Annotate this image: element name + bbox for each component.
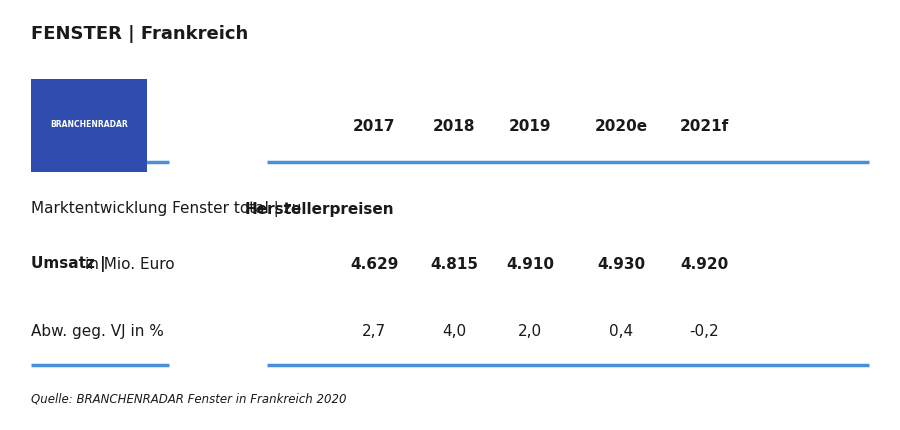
Text: BRANCHENRADAR: BRANCHENRADAR bbox=[50, 120, 128, 129]
Text: in Mio. Euro: in Mio. Euro bbox=[86, 256, 176, 271]
Text: 4.910: 4.910 bbox=[506, 256, 554, 271]
Text: 4.815: 4.815 bbox=[430, 256, 479, 271]
Text: Abw. geg. VJ in %: Abw. geg. VJ in % bbox=[31, 323, 164, 338]
Text: 2017: 2017 bbox=[353, 119, 395, 134]
Text: Marktentwicklung Fenster total | zu: Marktentwicklung Fenster total | zu bbox=[31, 201, 306, 217]
Text: 4.629: 4.629 bbox=[350, 256, 399, 271]
Text: 2,0: 2,0 bbox=[518, 323, 543, 338]
Text: 4.920: 4.920 bbox=[680, 256, 728, 271]
Text: Quelle: BRANCHENRADAR Fenster in Frankreich 2020: Quelle: BRANCHENRADAR Fenster in Frankre… bbox=[31, 392, 346, 405]
Text: 2020e: 2020e bbox=[595, 119, 648, 134]
Text: Herstellerpreisen: Herstellerpreisen bbox=[245, 201, 394, 216]
Text: 2021f: 2021f bbox=[680, 119, 729, 134]
Text: 4,0: 4,0 bbox=[443, 323, 466, 338]
Text: Umsatz |: Umsatz | bbox=[31, 255, 111, 271]
Text: FENSTER | Frankreich: FENSTER | Frankreich bbox=[31, 25, 248, 43]
Text: RADAR: RADAR bbox=[102, 105, 130, 111]
Text: -0,2: -0,2 bbox=[689, 323, 719, 338]
Text: 2,7: 2,7 bbox=[362, 323, 386, 338]
Text: 0,4: 0,4 bbox=[609, 323, 634, 338]
Text: 2018: 2018 bbox=[433, 119, 476, 134]
Text: 4.930: 4.930 bbox=[597, 256, 645, 271]
FancyBboxPatch shape bbox=[31, 80, 147, 173]
Text: 2019: 2019 bbox=[509, 119, 552, 134]
